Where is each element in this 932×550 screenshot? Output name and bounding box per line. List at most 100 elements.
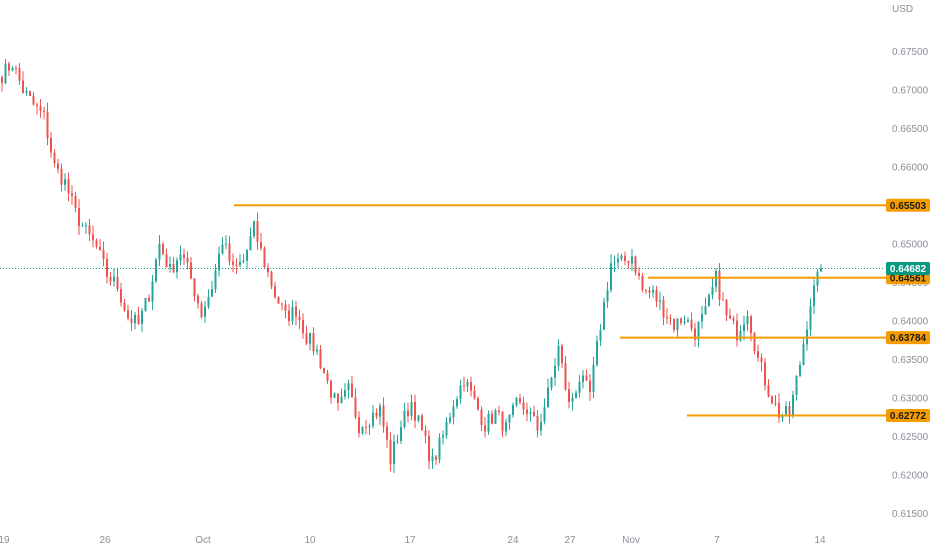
candle-up [711, 287, 714, 295]
y-tick-label: 0.64000 [892, 317, 929, 328]
candle-up [246, 250, 248, 261]
candle-up [333, 393, 336, 398]
candle-down [165, 254, 168, 268]
x-tick-label: 7 [714, 535, 720, 546]
candle-down [778, 402, 780, 418]
candle-up [610, 263, 612, 290]
candle-down [186, 257, 189, 263]
candle-down [428, 435, 430, 462]
candle-down [326, 373, 329, 382]
candle-down [729, 315, 731, 319]
y-tick-label: 0.62500 [892, 432, 929, 443]
candle-up [134, 314, 136, 324]
price-axis: USD0.675000.670000.665000.660000.655000.… [886, 4, 930, 520]
candle-down [561, 345, 563, 364]
candle-down [424, 430, 427, 436]
candle-down [627, 260, 630, 264]
candle-up [393, 441, 395, 465]
level-price-badge [886, 331, 930, 345]
candle-down [477, 398, 479, 410]
x-tick-label: 10 [304, 535, 316, 546]
last-price-badge [886, 261, 930, 275]
candle-up [599, 329, 602, 341]
candle-down [127, 310, 129, 319]
candle-up [176, 260, 178, 273]
candle-up [631, 256, 633, 264]
candle-up [151, 281, 154, 302]
x-tick-label: 17 [404, 535, 416, 546]
candle-down [568, 389, 570, 402]
candle-down [193, 278, 196, 296]
candle-down [484, 425, 486, 432]
candle-up [792, 394, 794, 417]
candle-up [158, 243, 161, 260]
candle-down [123, 302, 126, 311]
candle-down [473, 390, 476, 399]
candle-down [498, 410, 500, 412]
candle-down [522, 402, 525, 410]
candle-down [718, 270, 721, 300]
candle-down [732, 318, 735, 321]
candle-up [676, 318, 679, 330]
candle-up [340, 396, 343, 404]
candle-down [480, 409, 483, 426]
candle-up [592, 364, 595, 392]
candle-up [400, 427, 402, 441]
level-price-label: 0.63784 [890, 333, 927, 344]
candle-down [666, 317, 668, 319]
candle-down [67, 179, 70, 194]
candle-down [305, 333, 308, 344]
candle-down [764, 362, 766, 386]
candle-up [211, 289, 213, 297]
candle-up [81, 225, 84, 227]
candle-down [585, 375, 588, 381]
candle-down [60, 168, 63, 185]
candle-up [515, 398, 518, 406]
candle-up [239, 262, 241, 266]
candle-down [690, 319, 693, 329]
candle-down [57, 163, 59, 169]
candle-down [354, 397, 357, 418]
candle-up [554, 365, 556, 378]
candle-up [795, 375, 798, 395]
candle-down [788, 406, 791, 417]
candle-down [137, 314, 140, 324]
y-tick-label: 0.62000 [892, 471, 929, 482]
candle-up [445, 421, 448, 436]
candle-up [442, 435, 444, 438]
candle-down [533, 412, 535, 416]
candle-up [659, 300, 661, 302]
candle-down [750, 316, 752, 334]
candle-up [774, 402, 777, 404]
candle-down [337, 393, 339, 404]
candle-down [638, 272, 640, 276]
candle-down [375, 412, 378, 417]
candle-down [15, 67, 17, 69]
candle-down [106, 258, 108, 277]
candle-down [18, 68, 21, 81]
candle-down [281, 303, 283, 305]
candle-down [32, 95, 35, 105]
candle-up [617, 258, 619, 263]
candle-up [571, 398, 574, 402]
candle-down [648, 290, 651, 293]
candle-down [50, 138, 52, 153]
candle-up [540, 421, 542, 431]
level-price-badge [886, 409, 930, 423]
x-tick-label: Nov [622, 535, 640, 546]
candle-down [491, 414, 493, 424]
candle-down [43, 110, 45, 112]
candle-down [382, 405, 385, 427]
candle-up [487, 414, 490, 432]
candle-down [71, 193, 73, 196]
candle-down [312, 333, 315, 352]
candle-down [526, 409, 528, 414]
candle-down [120, 289, 122, 303]
horizontal-levels [0, 204, 888, 417]
candle-down [680, 318, 682, 324]
candle-up [550, 377, 553, 388]
candle-up [557, 345, 560, 366]
candle-up [466, 381, 469, 387]
candle-down [99, 246, 101, 250]
